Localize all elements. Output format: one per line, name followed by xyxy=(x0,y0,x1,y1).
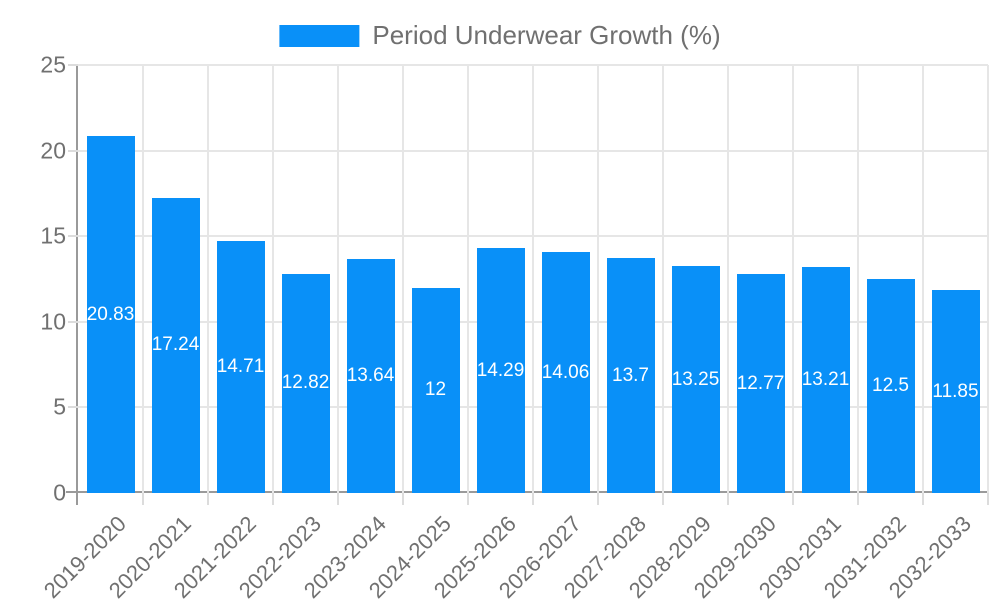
x-tickmark-3 xyxy=(272,493,274,505)
y-tick-label: 0 xyxy=(53,479,66,506)
x-tickmark-1 xyxy=(142,493,144,505)
bar-2026-2027[interactable] xyxy=(541,252,590,493)
bar-2030-2031[interactable] xyxy=(801,266,850,493)
x-tickmark-2 xyxy=(207,493,209,505)
x-gridline-12 xyxy=(857,65,859,493)
x-gridline-1 xyxy=(142,65,144,493)
x-gridline-7 xyxy=(532,65,534,493)
bar-2025-2026[interactable] xyxy=(476,248,525,493)
y-tick-label: 10 xyxy=(40,308,66,335)
x-gridline-2 xyxy=(207,65,209,493)
x-axis: 2019-2020 2020-2021 2021-2022 2022-2023 2023… xyxy=(39,493,988,603)
x-gridline-11 xyxy=(792,65,794,493)
bar-2032-2033[interactable] xyxy=(931,290,980,493)
y-tickmark-5 xyxy=(68,406,78,409)
bar-2029-2030[interactable] xyxy=(736,274,785,493)
bar-2021-2022[interactable] xyxy=(216,241,265,493)
x-tickmark-4 xyxy=(337,493,339,505)
x-gridline-13 xyxy=(922,65,924,493)
bar-2019-2020[interactable] xyxy=(86,136,135,493)
x-tickmark-13 xyxy=(922,493,924,505)
x-gridline-5 xyxy=(402,65,404,493)
x-gridline-6 xyxy=(467,65,469,493)
y-tickmark-20 xyxy=(68,149,78,152)
x-tickmark-14 xyxy=(987,493,989,505)
y-axis: 0 5 10 15 20 25 xyxy=(0,52,66,506)
x-gridline-14 xyxy=(987,65,989,493)
x-tickmark-11 xyxy=(792,493,794,505)
y-tick-label: 20 xyxy=(40,137,66,164)
x-axis-zero-line xyxy=(66,491,988,493)
bar-2031-2032[interactable] xyxy=(866,279,915,493)
y-tick-label: 25 xyxy=(40,51,66,78)
x-tickmark-6 xyxy=(467,493,469,505)
x-tickmark-7 xyxy=(532,493,534,505)
x-gridline-8 xyxy=(597,65,599,493)
legend-label: Period Underwear Growth (%) xyxy=(372,20,721,50)
x-tickmark-12 xyxy=(857,493,859,505)
bar-2023-2024[interactable] xyxy=(346,259,395,493)
plot-area: 20.83 17.24 14.71 12.82 13.64 12 14.29 14.06 13.… xyxy=(78,64,989,493)
x-tickmark-8 xyxy=(597,493,599,505)
x-gridline-10 xyxy=(727,65,729,493)
y-axis-line xyxy=(76,65,78,505)
bar-2020-2021[interactable] xyxy=(151,197,200,493)
x-gridline-3 xyxy=(272,65,274,493)
y-tickmark-10 xyxy=(68,320,78,323)
x-tickmark-5 xyxy=(402,493,404,505)
bar-2024-2025[interactable] xyxy=(411,287,460,493)
x-gridline-9 xyxy=(662,65,664,493)
x-tickmark-9 xyxy=(662,493,664,505)
y-tickmark-25 xyxy=(68,64,78,66)
bar-2027-2028[interactable] xyxy=(606,258,655,493)
bar-2022-2023[interactable] xyxy=(281,273,330,493)
y-tick-label: 15 xyxy=(40,222,66,249)
chart-legend[interactable]: Period Underwear Growth (%) xyxy=(279,20,721,51)
legend-color-swatch xyxy=(279,24,360,47)
bar-2028-2029[interactable] xyxy=(671,266,720,493)
y-tickmark-15 xyxy=(68,235,78,238)
x-gridline-4 xyxy=(337,65,339,493)
x-tickmark-10 xyxy=(727,493,729,505)
y-tick-label: 5 xyxy=(53,393,66,420)
